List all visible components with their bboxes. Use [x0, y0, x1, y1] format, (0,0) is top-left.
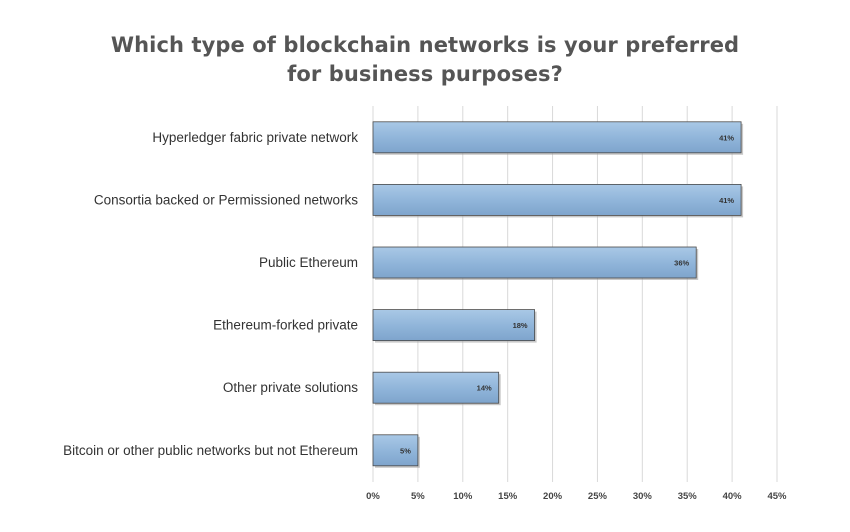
data-label: 41% — [719, 196, 734, 205]
bar — [372, 434, 419, 467]
data-label: 14% — [477, 384, 492, 393]
x-tick-label: 15% — [498, 491, 518, 502]
category-label: Ethereum-forked private — [213, 318, 358, 333]
category-label: Bitcoin or other public networks but not… — [63, 443, 358, 458]
bar — [372, 121, 742, 154]
x-tick-label: 0% — [366, 491, 380, 502]
chart-title-line-2: for business purposes? — [287, 62, 563, 86]
x-tick-label: 25% — [588, 491, 608, 502]
x-tick-label: 35% — [678, 491, 698, 502]
bar — [372, 246, 697, 279]
x-tick-label: 40% — [723, 491, 743, 502]
bar — [372, 183, 742, 216]
data-label: 5% — [400, 446, 411, 455]
bar — [372, 371, 500, 404]
x-tick-label: 5% — [411, 491, 425, 502]
category-label: Consortia backed or Permissioned network… — [94, 192, 358, 207]
data-label: 36% — [674, 259, 689, 268]
chart-title-line-1: Which type of blockchain networks is you… — [110, 33, 740, 57]
x-tick-label: 45% — [767, 491, 787, 502]
data-label: 41% — [719, 133, 734, 142]
data-label: 18% — [513, 321, 528, 330]
category-label: Public Ethereum — [259, 255, 358, 270]
bar — [372, 309, 536, 342]
x-tick-label: 30% — [633, 491, 653, 502]
x-tick-label: 20% — [543, 491, 563, 502]
category-label: Hyperledger fabric private network — [152, 130, 358, 145]
category-label: Other private solutions — [223, 380, 358, 395]
x-tick-label: 10% — [453, 491, 473, 502]
